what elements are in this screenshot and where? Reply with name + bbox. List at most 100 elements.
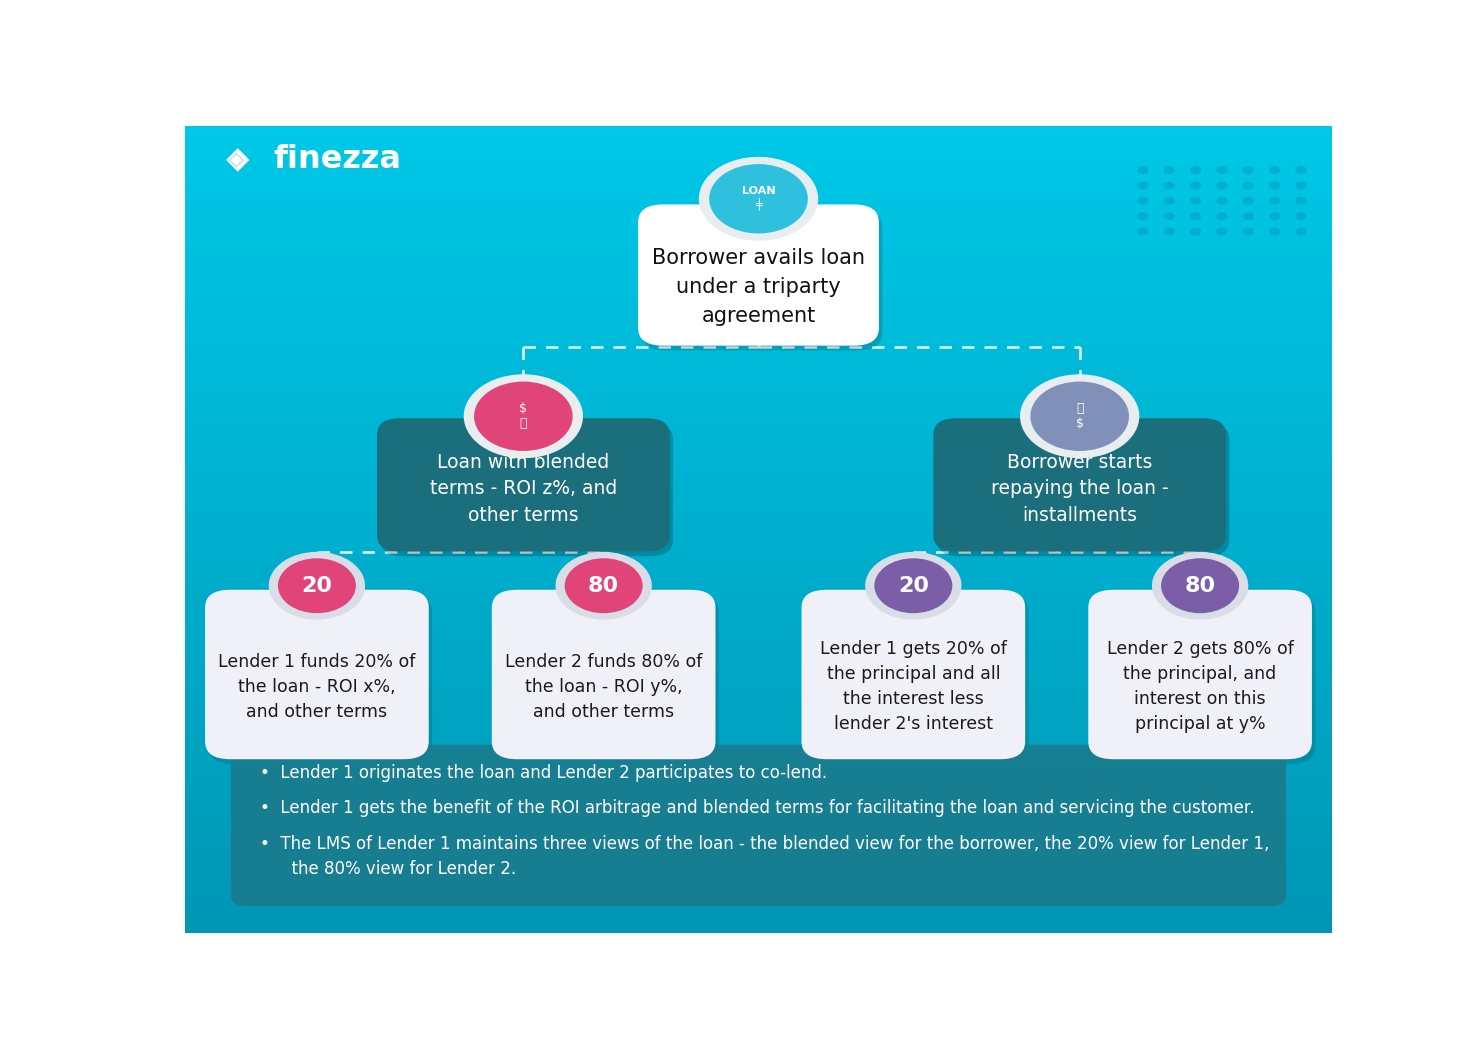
Bar (185, 368, 1332, 371)
Bar (185, 855, 1332, 857)
Bar (185, 258, 1332, 260)
Text: Lender 2 gets 80% of
the principal, and
interest on this
principal at y%: Lender 2 gets 80% of the principal, and … (1107, 640, 1294, 734)
Circle shape (1217, 212, 1227, 220)
Bar (185, 682, 1332, 685)
Bar (185, 529, 1332, 532)
Bar (185, 365, 1332, 368)
Bar (185, 191, 1332, 193)
Bar (185, 768, 1332, 771)
Bar (185, 303, 1332, 306)
Bar (185, 620, 1332, 624)
Bar (185, 314, 1332, 316)
Bar (185, 534, 1332, 538)
Bar (185, 900, 1332, 903)
Bar (185, 179, 1332, 182)
Bar (185, 661, 1332, 663)
Bar (185, 663, 1332, 667)
Bar (185, 287, 1332, 290)
Bar (185, 464, 1332, 467)
Bar (185, 548, 1332, 551)
Bar (185, 497, 1332, 500)
Bar (185, 615, 1332, 618)
Bar (185, 752, 1332, 756)
Circle shape (463, 374, 583, 458)
Bar (185, 500, 1332, 502)
FancyBboxPatch shape (934, 418, 1225, 551)
Bar (185, 562, 1332, 564)
Bar (185, 443, 1332, 445)
Bar (185, 543, 1332, 545)
Bar (185, 656, 1332, 658)
Bar (185, 177, 1332, 179)
Bar (185, 268, 1332, 271)
Bar (185, 577, 1332, 581)
Bar (185, 141, 1332, 145)
Bar (185, 720, 1332, 723)
Bar (185, 260, 1332, 263)
Bar (185, 400, 1332, 402)
Bar (185, 397, 1332, 400)
FancyBboxPatch shape (231, 745, 1286, 907)
Bar (185, 467, 1332, 471)
Bar (185, 158, 1332, 160)
Bar (185, 378, 1332, 381)
Circle shape (1030, 381, 1129, 451)
Bar (185, 188, 1332, 191)
Bar (185, 507, 1332, 510)
Bar (185, 182, 1332, 184)
Bar (185, 602, 1332, 605)
Text: Borrower starts
repaying the loan -
installments: Borrower starts repaying the loan - inst… (990, 453, 1169, 525)
FancyBboxPatch shape (805, 594, 1029, 764)
Bar (185, 599, 1332, 602)
Bar (185, 330, 1332, 333)
FancyBboxPatch shape (802, 590, 1026, 759)
Bar (185, 687, 1332, 691)
Bar (185, 645, 1332, 648)
Bar (185, 406, 1332, 409)
Bar (185, 402, 1332, 406)
Bar (185, 384, 1332, 387)
Bar (185, 473, 1332, 476)
Bar (185, 564, 1332, 567)
Bar (185, 871, 1332, 874)
Bar (185, 203, 1332, 206)
Bar (185, 830, 1332, 833)
Bar (185, 607, 1332, 610)
Bar (185, 701, 1332, 704)
Bar (185, 481, 1332, 483)
Bar (185, 795, 1332, 799)
Bar (185, 538, 1332, 540)
Bar (185, 255, 1332, 258)
Bar (185, 395, 1332, 397)
Bar (185, 629, 1332, 632)
Bar (185, 632, 1332, 634)
Bar (185, 363, 1332, 365)
Bar (185, 284, 1332, 287)
Bar (185, 274, 1332, 277)
Circle shape (278, 559, 355, 613)
Bar (185, 847, 1332, 849)
Bar (185, 309, 1332, 311)
Bar (185, 801, 1332, 804)
Bar (185, 136, 1332, 139)
Circle shape (1162, 559, 1239, 613)
Bar (185, 373, 1332, 376)
FancyBboxPatch shape (491, 590, 715, 759)
Bar (185, 639, 1332, 642)
Bar (185, 725, 1332, 728)
Circle shape (1268, 181, 1280, 190)
Text: $
👜: $ 👜 (519, 402, 527, 431)
Bar (185, 785, 1332, 787)
Bar (185, 134, 1332, 136)
Bar (185, 699, 1332, 701)
Bar (185, 198, 1332, 201)
Circle shape (1243, 181, 1254, 190)
Bar (185, 545, 1332, 548)
Bar (185, 551, 1332, 553)
Bar (185, 696, 1332, 699)
Bar (185, 390, 1332, 392)
Bar (185, 311, 1332, 314)
Bar (185, 782, 1332, 785)
Bar (185, 316, 1332, 320)
Bar (185, 790, 1332, 793)
